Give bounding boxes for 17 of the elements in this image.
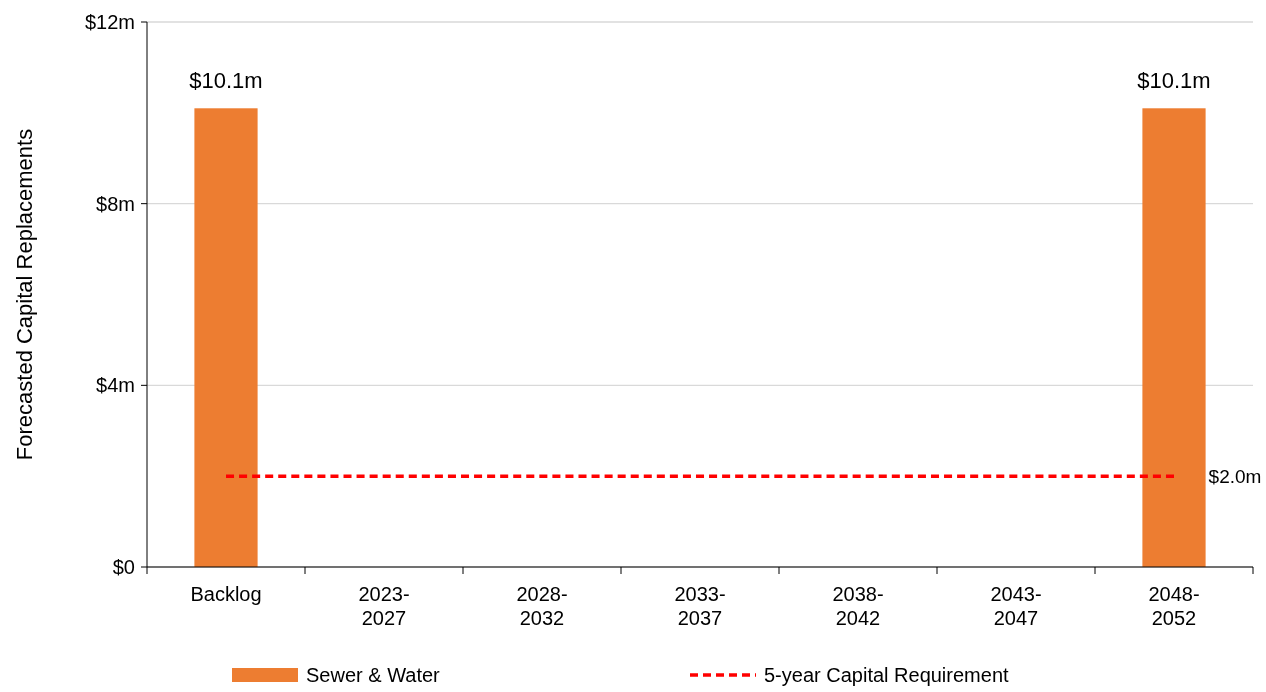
y-tick-label: $12m — [84, 11, 135, 33]
y-axis-title: Forecasted Capital Replacements — [12, 128, 37, 461]
legend-label: Sewer & Water — [306, 664, 441, 686]
x-tick-label: Backlog — [190, 583, 262, 605]
y-tick-label: $0 — [112, 556, 135, 578]
x-tick-label: 2028-2032 — [516, 583, 568, 629]
y-tick-label: $4m — [96, 374, 135, 397]
x-tick-label: 2043-2047 — [990, 583, 1042, 629]
x-tick-label: 2038-2042 — [832, 583, 884, 629]
x-tick-label: 2048-2052 — [1148, 583, 1200, 629]
legend-label: 5-year Capital Requirement — [764, 664, 1009, 686]
y-tick-label: $8m — [96, 192, 135, 215]
data-label: $10.1m — [189, 68, 263, 94]
data-label: $10.1m — [1137, 68, 1211, 94]
x-tick-label: 2023-2027 — [358, 583, 410, 629]
data-label: $2.0m — [1208, 466, 1262, 488]
x-tick-label: 2033-2037 — [674, 583, 726, 629]
